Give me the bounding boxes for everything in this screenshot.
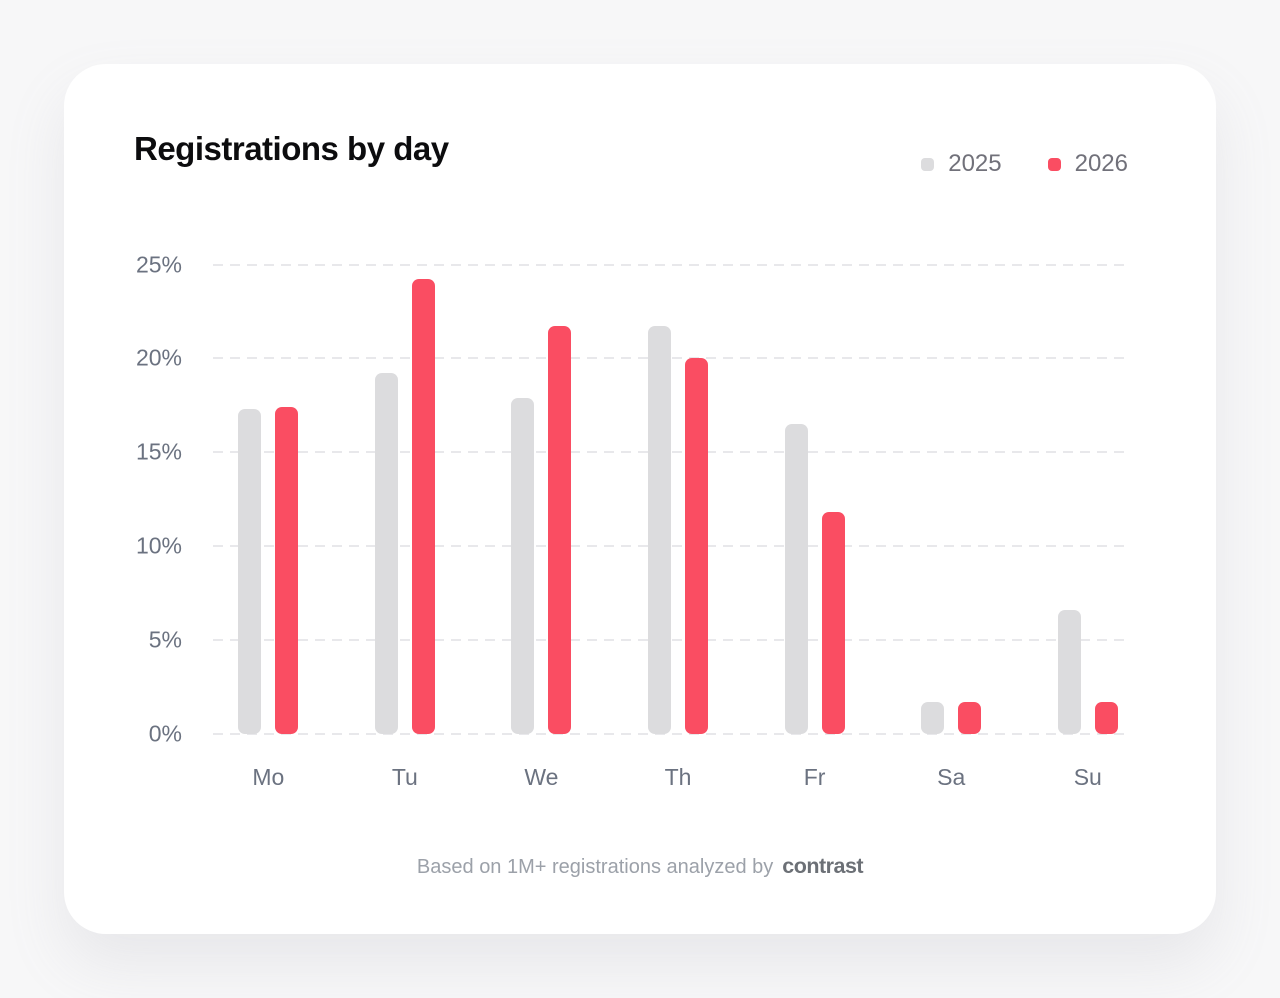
- y-tick-label: 0%: [148, 720, 182, 747]
- chart-title: Registrations by day: [134, 130, 449, 167]
- bar-group-mo: [200, 264, 337, 734]
- chart-card: Registrations by day 2025 2026 0% 5% 10% 15…: [64, 64, 1216, 934]
- x-tick-label-tu: Tu: [391, 764, 418, 790]
- bar-group-su: [1019, 264, 1156, 734]
- bars-area: [200, 264, 1156, 734]
- bar-2025-tu: [374, 373, 398, 734]
- bar-group-sa: [883, 264, 1020, 734]
- gridline: 0%: [149, 721, 1127, 747]
- bar-2026-su: [1094, 702, 1118, 734]
- legend-item-2026: 2026: [1047, 150, 1128, 178]
- bar-2026-sa: [958, 702, 982, 734]
- x-tick-label-sa: Sa: [937, 764, 966, 790]
- bar-2026-th: [685, 358, 709, 734]
- x-tick-label-mo: Mo: [252, 764, 285, 790]
- y-tick-label: 20%: [135, 344, 182, 371]
- bar-group-fr: [746, 264, 883, 734]
- x-tick-label-su: Su: [1073, 764, 1102, 790]
- legend-label-2026: 2026: [1074, 150, 1128, 177]
- contrast-logo: contrast: [782, 854, 864, 878]
- bar-2025-sa: [921, 702, 945, 734]
- bar-group-th: [610, 264, 747, 734]
- y-tick-label: 5%: [148, 626, 182, 653]
- bar-2025-su: [1057, 609, 1081, 734]
- bar-2025-we: [511, 397, 535, 734]
- legend: 2025 2026: [921, 150, 1128, 178]
- bar-2026-fr: [821, 512, 845, 734]
- legend-label-2025: 2025: [948, 150, 1002, 177]
- x-tick-label-we: We: [524, 764, 559, 790]
- y-tick-label: 15%: [135, 438, 182, 465]
- bar-2026-tu: [411, 279, 435, 734]
- footer-caption: Based on 1M+ registrations analyzed by co…: [64, 854, 1216, 879]
- bar-2026-mo: [275, 406, 299, 734]
- y-tick-label: 25%: [135, 251, 182, 278]
- footer-text: Based on 1M+ registrations analyzed by: [416, 856, 774, 878]
- bar-group-we: [473, 264, 610, 734]
- bar-2025-fr: [784, 423, 808, 734]
- bar-2025-th: [648, 326, 672, 734]
- bar-2026-we: [548, 326, 572, 734]
- bar-2025-mo: [238, 408, 262, 734]
- x-tick-label-th: Th: [664, 764, 692, 790]
- legend-swatch-2025-icon: [921, 157, 935, 171]
- legend-item-2025: 2025: [921, 150, 1002, 178]
- y-tick-label: 10%: [135, 532, 182, 559]
- x-tick-label-fr: Fr: [803, 764, 826, 790]
- gridline: 25%: [136, 252, 1127, 278]
- legend-swatch-2026-icon: [1047, 157, 1061, 171]
- bar-group-tu: [337, 264, 474, 734]
- x-axis-labels: Mo Tu We Th Fr Sa Su: [200, 762, 1156, 792]
